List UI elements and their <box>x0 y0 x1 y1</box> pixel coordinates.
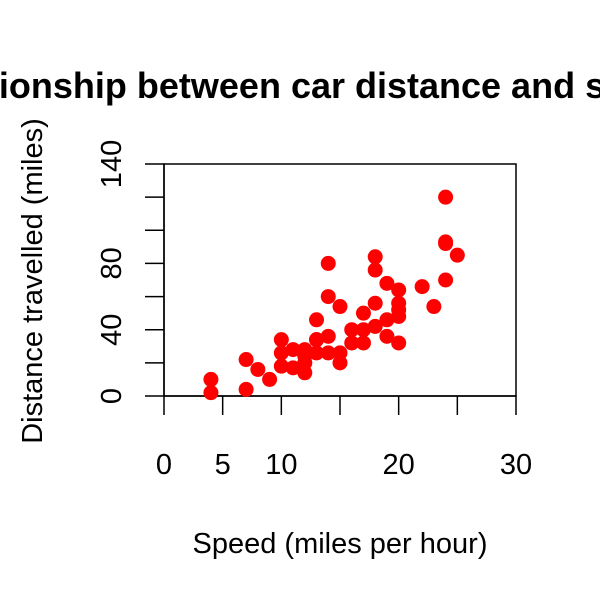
data-point <box>309 312 325 328</box>
data-point <box>438 189 454 205</box>
data-point <box>379 275 395 291</box>
x-tick-label: 10 <box>265 449 297 481</box>
data-point <box>273 345 289 361</box>
data-point <box>355 322 371 338</box>
data-point <box>391 335 407 351</box>
x-tick-label: 20 <box>383 449 415 481</box>
data-point <box>449 247 465 263</box>
data-point <box>332 299 348 315</box>
data-point <box>438 234 454 250</box>
data-point <box>332 345 348 361</box>
data-point <box>367 249 383 265</box>
data-point <box>379 328 395 344</box>
data-point <box>320 345 336 361</box>
data-points <box>203 189 465 401</box>
data-point <box>203 371 219 387</box>
data-point <box>238 352 254 368</box>
data-point <box>367 262 383 278</box>
data-point <box>238 381 254 397</box>
data-point <box>309 345 325 361</box>
data-point <box>379 312 395 328</box>
data-point <box>203 385 219 401</box>
x-tick-label: 0 <box>156 449 172 481</box>
data-point <box>344 322 360 338</box>
data-point <box>367 295 383 311</box>
data-point <box>391 295 407 311</box>
data-point <box>285 342 301 358</box>
data-point <box>414 279 430 295</box>
x-tick-label: 30 <box>500 449 532 481</box>
data-point <box>355 305 371 321</box>
data-point <box>426 299 442 315</box>
data-point <box>367 318 383 334</box>
x-axis-label: Speed (miles per hour) <box>193 528 488 560</box>
y-tick-label: 80 <box>96 247 128 279</box>
x-axis: 0 5 10 20 30 <box>156 395 532 481</box>
data-point <box>344 335 360 351</box>
data-point <box>320 328 336 344</box>
data-point <box>297 342 313 358</box>
data-point <box>355 335 371 351</box>
data-point <box>273 358 289 374</box>
data-point <box>262 371 278 387</box>
chart-title: Relationship between car distance and sp… <box>0 65 600 106</box>
x-tick-label: 5 <box>215 449 231 481</box>
data-point <box>320 255 336 271</box>
data-point <box>309 332 325 348</box>
y-tick-label: 0 <box>96 388 128 404</box>
y-axis-label: Distance travelled (miles) <box>17 118 49 444</box>
data-point <box>391 282 407 298</box>
y-tick-label: 40 <box>96 314 128 346</box>
y-tick-label: 140 <box>96 140 128 188</box>
data-point <box>250 361 266 377</box>
data-point <box>273 332 289 348</box>
data-point <box>320 289 336 305</box>
y-axis: 0 40 80 140 <box>96 140 165 404</box>
data-point <box>285 360 301 376</box>
data-point <box>438 272 454 288</box>
